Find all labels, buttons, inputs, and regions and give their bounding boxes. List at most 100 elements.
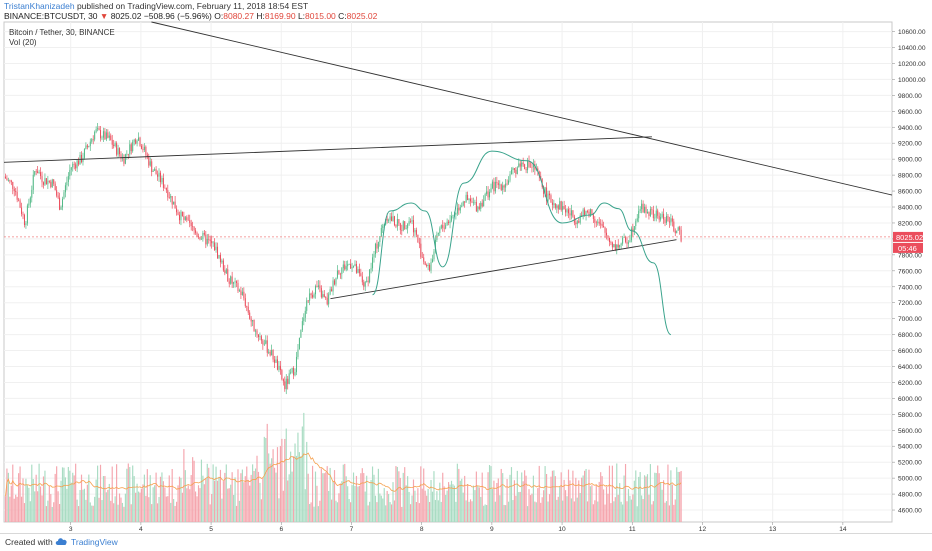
volume-bar: [433, 471, 435, 522]
volume-bar: [225, 464, 227, 522]
volume-bar: [16, 496, 18, 522]
candle-body: [225, 269, 227, 274]
candle-body: [487, 191, 489, 198]
volume-bar: [246, 466, 248, 522]
drawing-annotations[interactable]: [3, 21, 893, 336]
y-tick-label: 7400.00: [898, 284, 922, 291]
volume-bar: [154, 485, 156, 522]
volume-bar: [357, 486, 359, 522]
volume-bar: [350, 502, 352, 522]
candle-body: [246, 306, 248, 307]
volume-bar: [279, 446, 281, 522]
volume-bar: [230, 484, 232, 522]
volume-bar: [401, 506, 403, 522]
high-value: 8169.90: [264, 11, 296, 21]
footer-bar: Created with TradingView: [0, 533, 932, 551]
volume-bar: [474, 490, 476, 522]
candle-body: [105, 132, 107, 140]
tradingview-brand[interactable]: TradingView: [71, 537, 118, 547]
candle-body: [323, 294, 325, 297]
candle-body: [450, 215, 453, 221]
candle-body: [572, 210, 574, 217]
candle-body: [529, 166, 531, 168]
volume-bar: [328, 490, 330, 522]
volume-bar: [20, 496, 23, 522]
volume-bar: [436, 491, 438, 522]
volume-bar: [158, 496, 160, 522]
volume-bar: [449, 484, 451, 522]
volume-bar: [434, 499, 437, 522]
time-axis[interactable]: 3 4 5 6 7 8 9 10 11 12 13 14: [69, 522, 847, 533]
volume-bar: [567, 469, 570, 522]
high-label: H:: [256, 11, 265, 21]
candle-body: [551, 202, 553, 205]
volume-bar: [398, 471, 400, 522]
candle-body: [329, 289, 331, 295]
candle-body: [483, 200, 485, 207]
volume-bar: [95, 479, 97, 522]
volume-bar: [259, 482, 261, 522]
volume-bar: [94, 496, 96, 522]
volume-bar: [281, 438, 283, 522]
candle-body: [550, 195, 552, 203]
volume-bar: [155, 472, 157, 522]
volume-bar: [484, 504, 486, 522]
candle-body: [177, 212, 179, 215]
candle-body: [630, 228, 632, 241]
volume-bar: [18, 473, 20, 522]
candle-body: [200, 238, 202, 240]
candle-body: [645, 206, 647, 214]
candle-body: [247, 306, 249, 313]
candle-body: [146, 154, 148, 157]
candle-body: [415, 229, 417, 235]
volume-bar: [480, 496, 482, 522]
candle-body: [123, 156, 125, 164]
volume-bar: [167, 496, 169, 522]
candle-body: [145, 146, 147, 155]
volume-bar: [60, 480, 62, 522]
candle-body: [304, 310, 306, 318]
volume-bar: [199, 488, 201, 522]
candle-body: [499, 184, 501, 186]
volume-bar: [228, 488, 230, 522]
candle-body: [484, 194, 486, 201]
candle-body: [412, 220, 414, 233]
candle-body: [567, 209, 570, 214]
candle-body: [42, 182, 44, 185]
candle-body: [331, 289, 333, 292]
volume-bar: [37, 491, 39, 522]
candle-body: [576, 221, 578, 225]
y-tick-label: 9800.00: [898, 93, 922, 100]
candle-body: [341, 268, 343, 275]
candle-body: [234, 281, 236, 283]
candle-body: [294, 372, 296, 376]
volume-bar: [271, 458, 273, 522]
volume-bar: [409, 504, 412, 522]
candle-body: [410, 221, 412, 222]
volume-bar: [491, 488, 494, 522]
candle-body: [354, 263, 356, 267]
volume-bar: [588, 469, 590, 522]
x-tick-label: 5: [209, 526, 213, 533]
volume-bar: [376, 502, 378, 522]
volume-bar: [48, 485, 50, 522]
candle-body: [372, 257, 374, 269]
volume-bar: [126, 468, 128, 522]
candle-body: [427, 264, 429, 267]
volume-bar: [617, 494, 619, 522]
volume-bar: [455, 501, 457, 522]
volume-bar: [487, 472, 489, 522]
volume-bar: [240, 473, 242, 522]
candle-body: [202, 232, 204, 239]
volume-bar: [496, 482, 498, 522]
author-link[interactable]: TristanKhanizadeh: [4, 1, 75, 11]
volume-bar: [203, 484, 205, 522]
candle-body: [388, 219, 390, 221]
chart-canvas[interactable]: 4600.00 4800.00 5000.00 5200.00 5400.00 5600.…: [0, 0, 932, 533]
candle-body: [161, 177, 163, 183]
price-axis[interactable]: 4600.00 4800.00 5000.00 5200.00 5400.00 5600.…: [892, 29, 926, 515]
candle-body: [158, 172, 160, 177]
volume-bar: [402, 472, 404, 522]
candle-body: [186, 217, 188, 220]
candle-body: [45, 178, 47, 185]
